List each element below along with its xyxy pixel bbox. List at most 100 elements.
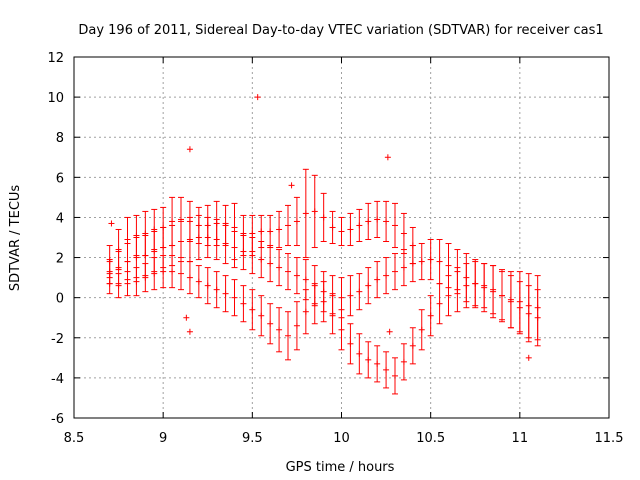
data-point [231,294,238,301]
data-point [365,218,372,225]
data-point [320,214,327,221]
data-point [115,264,122,271]
y-tick-label: 2 [56,252,64,267]
data-point [240,248,247,255]
data-point [160,268,167,275]
data-point [169,268,176,275]
data-point [454,286,461,293]
data-point [507,298,514,305]
y-tick-label: 0 [56,292,64,307]
data-point [183,314,190,321]
data-point [463,282,470,289]
data-point [436,258,443,265]
data-point [213,236,220,243]
data-point [311,208,318,215]
data-point [276,264,283,271]
data-point [267,320,274,327]
data-point [276,226,283,233]
x-tick-label: 10.5 [416,431,445,446]
data-point [329,224,336,231]
data-point [481,282,488,289]
data-point [276,326,283,333]
data-point [525,354,532,361]
data-point [258,256,265,263]
data-point [400,358,407,365]
data-point [525,310,532,317]
data-point [400,230,407,237]
data-point [195,234,202,241]
data-point [293,322,300,329]
data-point [267,228,274,235]
data-point [374,360,381,367]
data-point [383,272,390,279]
data-point [347,340,354,347]
data-point [222,290,229,297]
data-point [204,234,211,241]
data-point [392,372,398,379]
data-point [356,350,363,357]
data-point [320,298,327,305]
y-tick-label: -2 [51,332,64,347]
y-tick-label: 6 [56,171,64,186]
y-tick-label: 12 [47,51,64,66]
data-point [392,222,398,229]
x-tick-label: 8.5 [64,431,85,446]
data-point [178,238,184,245]
data-point [329,310,336,317]
data-point [106,280,113,287]
data-point [293,272,300,279]
data-point [400,264,407,271]
data-point [285,222,291,229]
series-outliers [108,94,532,361]
data-point [418,258,425,265]
data-point [222,240,229,247]
data-point [249,230,256,237]
x-tick-label: 9.5 [242,431,263,446]
data-point [386,328,393,335]
y-tick-label: 10 [47,91,64,106]
data-point [186,274,193,281]
data-point [258,228,265,235]
y-tick-label: 8 [56,131,64,146]
y-tick-label: 4 [56,211,64,226]
data-point [124,258,131,265]
data-point [445,292,452,299]
axis-ticks: -6 -4 -2 0 2 4 6 8 10 12 8.5 9 9.5 10 10.5 11 11.5 [47,51,623,446]
data-point [213,286,220,293]
data-point [490,286,497,293]
data-point [365,282,372,289]
data-point [258,312,265,319]
data-point [436,300,443,307]
data-point [338,228,345,235]
data-point [409,342,416,349]
chart-title: Day 196 of 2011, Sidereal Day-to-day VTE… [78,23,603,38]
data-point [186,236,193,243]
data-point [374,276,381,283]
data-point [169,242,176,249]
data-point [178,270,184,277]
data-point [427,312,434,319]
y-tick-label: -6 [51,412,64,427]
data-point [383,366,390,373]
data-point [365,356,372,363]
data-point [285,332,291,339]
data-point [288,182,295,189]
data-point [142,252,149,259]
data-point [160,244,167,251]
data-point [409,260,416,267]
data-point [133,254,140,261]
data-point [133,278,140,285]
y-axis-label: SDTVAR / TECUs [8,185,23,292]
data-point [293,218,300,225]
data-point [204,282,211,289]
x-tick-label: 10 [333,431,350,446]
data-point [186,146,193,153]
data-point [347,226,354,233]
data-point [142,274,149,281]
data-point [151,248,158,255]
data-point [231,244,238,251]
data-point [338,294,345,301]
x-axis-label: GPS time / hours [286,460,395,475]
data-point [499,292,505,299]
